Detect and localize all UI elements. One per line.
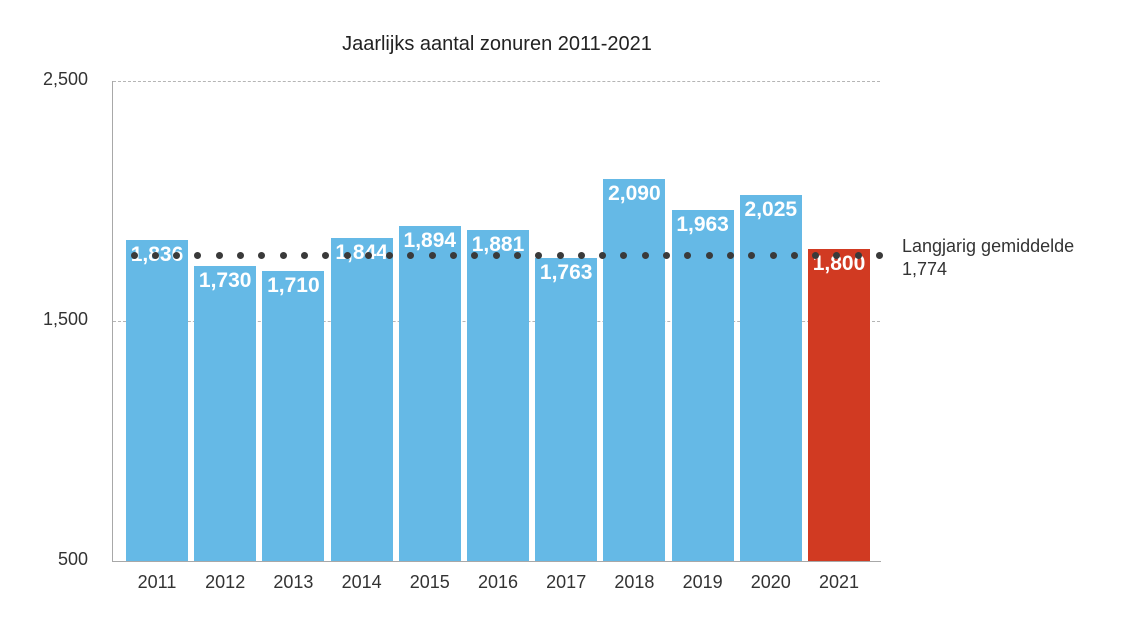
bar-value-label: 2,090 [608, 182, 661, 206]
average-dot [748, 251, 756, 259]
bar-2017: 1,763 [535, 257, 598, 561]
average-dot [258, 251, 266, 259]
average-dot [364, 251, 372, 259]
average-dot [237, 251, 244, 259]
average-dot [343, 251, 351, 259]
x-tick-2012: 2012 [205, 572, 246, 592]
bar-2021: 1,800 [808, 249, 870, 561]
average-dot [599, 251, 607, 259]
x-tick-2019: 2019 [682, 572, 723, 592]
ytick-2500: 2,500 [42, 69, 88, 89]
average-dot [535, 251, 543, 259]
bar-2020: 2,025 [739, 195, 802, 561]
bar-2016: 1,881 [467, 229, 529, 561]
bar-2012: 1,730 [194, 265, 257, 561]
x-tick-2021: 2021 [818, 572, 860, 592]
average-label-text: Langjarig gemiddelde [902, 236, 1075, 256]
y-axis [112, 81, 113, 562]
x-tick-2017: 2017 [546, 572, 587, 592]
average-dot [300, 251, 308, 259]
average-dot [726, 251, 734, 259]
average-dot [513, 251, 521, 259]
average-dot [641, 251, 649, 259]
average-dot [790, 251, 798, 259]
ytick-1500: 1,500 [42, 309, 88, 329]
average-label-value: 1,774 [902, 259, 948, 279]
average-dot [684, 251, 692, 259]
average-dot [130, 251, 138, 259]
average-dot [407, 251, 415, 259]
bar-value-label: 2,025 [744, 198, 798, 221]
average-dot [663, 251, 670, 259]
bar-value-label: 1,710 [267, 273, 320, 297]
x-tick-2013: 2013 [273, 572, 314, 592]
average-dot [173, 251, 181, 259]
x-tick-2016: 2016 [477, 572, 519, 592]
average-dot [492, 251, 500, 259]
bar-value-label: 1,963 [676, 212, 729, 236]
average-dot [194, 251, 202, 259]
x-tick-2014: 2014 [341, 572, 382, 592]
gridline-2500 [113, 81, 880, 82]
x-tick-2018: 2018 [614, 572, 655, 592]
average-dot [620, 251, 628, 259]
average-dot [279, 251, 287, 259]
x-tick-2020: 2020 [750, 572, 791, 592]
bar-2019: 1,963 [671, 209, 734, 561]
bar-value-label: 1,844 [335, 241, 388, 265]
average-dot [833, 251, 841, 259]
x-tick-2015: 2015 [409, 572, 450, 592]
average-dot [215, 251, 223, 259]
chart-title: Jaarlijks aantal zonuren 2011-2021 [342, 33, 652, 55]
average-dot [556, 251, 564, 259]
average-dot [450, 251, 457, 259]
bar-value-label: 1,881 [471, 232, 525, 256]
bar-value-label: 1,730 [198, 268, 252, 292]
bar-2015: 1,894 [398, 226, 461, 561]
bar-2014: 1,844 [330, 238, 393, 561]
bar-value-label: 1,763 [539, 260, 593, 284]
average-dot [428, 251, 436, 259]
average-dot [386, 251, 394, 259]
average-dot [151, 251, 159, 259]
average-dot [876, 251, 883, 259]
bar-value-label: 1,894 [403, 229, 457, 253]
average-dot [854, 251, 862, 259]
average-dot [577, 251, 585, 259]
average-dot [812, 251, 820, 259]
average-dot [471, 251, 479, 259]
bar-value-label: 1,800 [812, 252, 866, 275]
average-dot [769, 251, 777, 259]
average-label: Langjarig gemiddelde 1,774 [902, 235, 1074, 281]
average-dot [705, 251, 713, 259]
x-axis [112, 561, 881, 562]
bar-2011: 1,836 [126, 240, 188, 561]
ytick-500: 500 [57, 549, 88, 569]
x-tick-2011: 2011 [137, 572, 177, 592]
average-dot [322, 251, 330, 259]
bar-2013: 1,710 [262, 270, 325, 561]
bar-2018: 2,090 [603, 179, 666, 561]
